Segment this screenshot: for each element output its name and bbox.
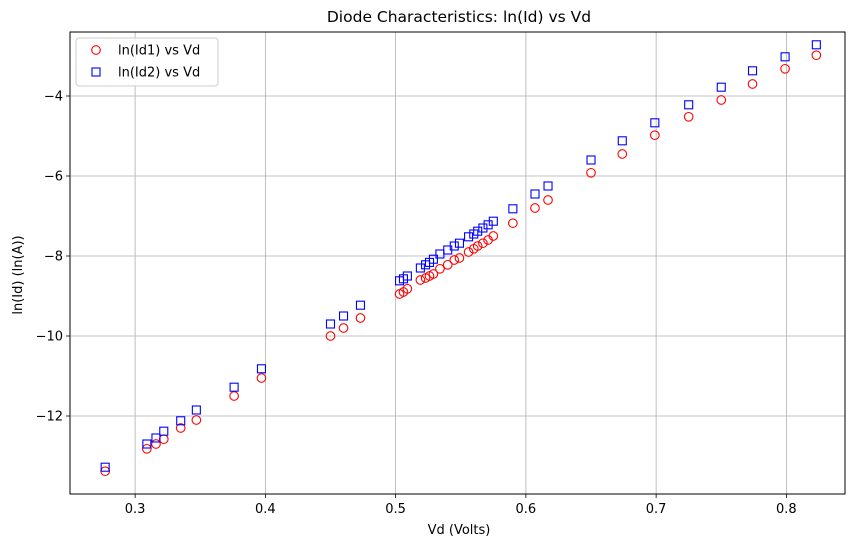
legend: ln(Id1) vs Vd ln(Id2) vs Vd xyxy=(75,37,219,87)
x-tick-label: 0.4 xyxy=(255,502,276,517)
series-1-point xyxy=(355,313,366,323)
series-2-point xyxy=(464,232,474,242)
y-tick-label: −10 xyxy=(36,330,63,345)
y-tick-label: −8 xyxy=(44,250,63,265)
series-2-point xyxy=(650,118,660,128)
series-1-point xyxy=(151,439,161,449)
x-tick-label: 0.6 xyxy=(516,502,537,517)
series-2-point xyxy=(325,319,336,329)
y-tick-label: −4 xyxy=(44,90,63,105)
legend-marker-1 xyxy=(91,45,101,55)
series-1-point xyxy=(428,269,439,279)
x-tick-label: 0.8 xyxy=(776,502,797,517)
y-axis-title: ln(Id) (ln(A)) xyxy=(11,235,26,314)
series-2-point xyxy=(488,216,498,226)
series-1-point xyxy=(141,443,152,454)
chart-title: Diode Characteristics: ln(Id) vs Vd xyxy=(327,8,591,26)
series-2-point xyxy=(142,439,152,449)
series-1-point xyxy=(229,391,239,401)
series-2-point xyxy=(428,254,438,264)
x-tick-label: 0.5 xyxy=(385,502,406,517)
series-1-point xyxy=(158,434,169,445)
series-1-point xyxy=(586,167,596,178)
series-2-point xyxy=(454,238,465,248)
x-axis-title: Vd (Volts) xyxy=(428,523,491,538)
series-2-point xyxy=(338,311,349,321)
series-2-point xyxy=(478,223,488,233)
series-2-point xyxy=(176,416,186,426)
series-1-point xyxy=(811,50,822,61)
series-2-point xyxy=(530,189,540,199)
series-1-point xyxy=(191,415,202,425)
legend-marker-2 xyxy=(91,67,101,77)
series-2-point xyxy=(229,382,239,392)
series-1-point xyxy=(256,373,267,383)
series-1-point xyxy=(683,111,694,122)
series-2-point xyxy=(449,241,459,251)
series-2-point xyxy=(747,66,758,76)
series-1-point xyxy=(780,63,790,74)
series-1-point xyxy=(415,275,426,285)
series-1-point xyxy=(325,331,336,341)
series-1-point xyxy=(402,283,413,294)
series-1-point xyxy=(488,231,499,241)
series-1-point xyxy=(530,203,540,213)
plot-frame xyxy=(69,31,846,495)
series-1-points xyxy=(100,50,822,477)
series-2-point xyxy=(811,40,821,50)
series-2-point xyxy=(543,181,553,191)
series-2-point xyxy=(256,364,267,374)
series-2-points xyxy=(100,40,821,472)
legend-label-2: ln(Id2) vs Vd xyxy=(118,66,200,81)
series-2-point xyxy=(100,462,110,472)
y-tick-label: −6 xyxy=(44,170,63,185)
series-1-point xyxy=(449,255,460,265)
y-tick-label: −12 xyxy=(36,410,63,425)
data-points xyxy=(100,40,822,477)
series-1-point xyxy=(472,241,483,251)
series-2-point xyxy=(191,405,201,415)
series-2-point xyxy=(415,263,425,273)
legend-label-1: ln(Id1) vs Vd xyxy=(118,44,200,59)
series-2-point xyxy=(473,226,483,236)
series-1-point xyxy=(175,423,186,433)
series-1-point xyxy=(442,259,453,270)
x-tick-label: 0.7 xyxy=(646,502,667,517)
series-1-point xyxy=(747,79,758,89)
series-1-point xyxy=(543,195,553,205)
series-1-point xyxy=(454,253,465,263)
legend-box xyxy=(75,37,219,87)
series-1-point xyxy=(435,263,445,274)
series-2-point xyxy=(780,52,790,62)
series-2-point xyxy=(586,155,596,165)
series-2-point xyxy=(151,433,161,443)
series-2-point xyxy=(355,300,366,310)
grid-lines xyxy=(70,32,845,494)
series-2-point xyxy=(716,82,726,92)
series-1-point xyxy=(463,247,474,257)
series-1-point xyxy=(508,218,518,229)
series-2-point xyxy=(159,426,169,436)
series-1-point xyxy=(478,238,488,249)
x-tick-label: 0.3 xyxy=(125,502,146,517)
axis-ticks: 0.3 0.4 0.5 0.6 0.7 0.8 −12 −10 −8 −6 −4 xyxy=(36,90,797,518)
series-1-point xyxy=(338,323,349,333)
series-2-point xyxy=(617,136,627,146)
series-1-point xyxy=(716,95,727,105)
series-2-point xyxy=(402,271,412,281)
series-2-point xyxy=(684,100,694,110)
series-1-point xyxy=(649,130,660,141)
series-2-point xyxy=(508,204,518,214)
series-1-point xyxy=(617,149,628,159)
